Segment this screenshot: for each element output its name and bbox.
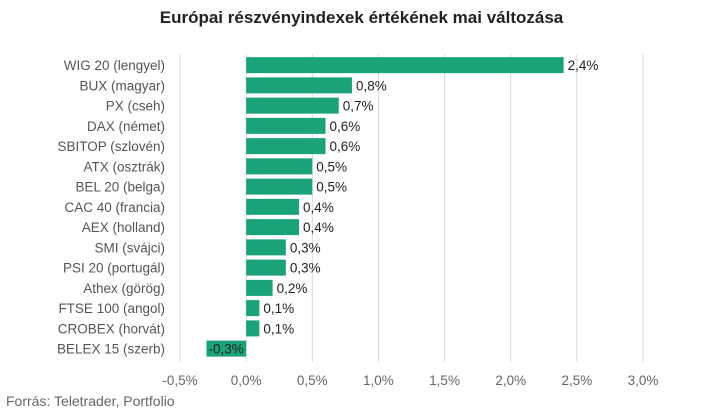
bar (246, 117, 326, 134)
source-note: Forrás: Teletrader, Portfolio (6, 393, 175, 409)
bar (246, 178, 313, 195)
category-label: CAC 40 (francia) (64, 200, 165, 215)
bars (206, 57, 564, 357)
x-tick-label: 0,5% (297, 373, 328, 388)
data-label: 0,1% (263, 301, 294, 316)
data-label: 0,5% (316, 159, 347, 174)
x-tick-label: 2,5% (561, 373, 592, 388)
category-label: FTSE 100 (angol) (58, 301, 165, 316)
bar-chart: -0,5% 0,0% 0,5% 1,0% 1,5% 2,0% 2,5% 3,0% WIG 20 … (57, 54, 658, 388)
data-label: 0,3% (290, 240, 321, 255)
data-label: 0,6% (330, 119, 361, 134)
category-label: BEL 20 (belga) (75, 180, 165, 195)
category-label: BELEX 15 (szerb) (57, 342, 165, 357)
bar (206, 340, 247, 357)
bar (246, 239, 286, 256)
x-tick-label: 3,0% (628, 373, 659, 388)
data-label: 0,4% (303, 220, 334, 235)
labels: -0,5% 0,0% 0,5% 1,0% 1,5% 2,0% 2,5% 3,0% WIG 20 … (57, 58, 658, 388)
bar (246, 300, 260, 317)
x-tick-label: 1,5% (429, 373, 460, 388)
bar (246, 57, 564, 74)
category-label: SMI (svájci) (95, 240, 166, 255)
bar (246, 259, 286, 276)
x-tick-label: 0,0% (231, 373, 262, 388)
data-label: 0,4% (303, 200, 334, 215)
chart-title: Európai részvényindexek értékének mai vá… (159, 8, 564, 27)
data-label: 0,2% (277, 281, 308, 296)
bar (246, 97, 339, 114)
category-label: BUX (magyar) (79, 78, 165, 93)
x-tick-label: -0,5% (162, 373, 197, 388)
category-label: AEX (holland) (82, 220, 165, 235)
category-label: SBITOP (szlovén) (57, 139, 165, 154)
category-label: PSI 20 (portugál) (63, 261, 165, 276)
category-label: PX (cseh) (106, 99, 165, 114)
data-label: 0,1% (263, 321, 294, 336)
data-label: 2,4% (568, 58, 599, 73)
bar (246, 198, 300, 215)
data-label: 0,5% (316, 180, 347, 195)
bar (246, 158, 313, 175)
category-label: DAX (német) (87, 119, 165, 134)
category-label: ATX (osztrák) (83, 159, 165, 174)
data-label: 0,6% (330, 139, 361, 154)
data-label: 0,7% (343, 99, 374, 114)
x-tick-label: 1,0% (363, 373, 394, 388)
bar (246, 219, 300, 236)
data-label: 0,8% (356, 78, 387, 93)
bar (246, 320, 260, 337)
bar (246, 279, 273, 296)
data-label: -0,3% (208, 342, 243, 357)
category-label: Athex (görög) (83, 281, 165, 296)
x-tick-label: 2,0% (495, 373, 526, 388)
bar (246, 138, 326, 155)
bar (246, 77, 352, 94)
data-label: 0,3% (290, 261, 321, 276)
category-label: CROBEX (horvát) (58, 321, 165, 336)
category-label: WIG 20 (lengyel) (64, 58, 165, 73)
